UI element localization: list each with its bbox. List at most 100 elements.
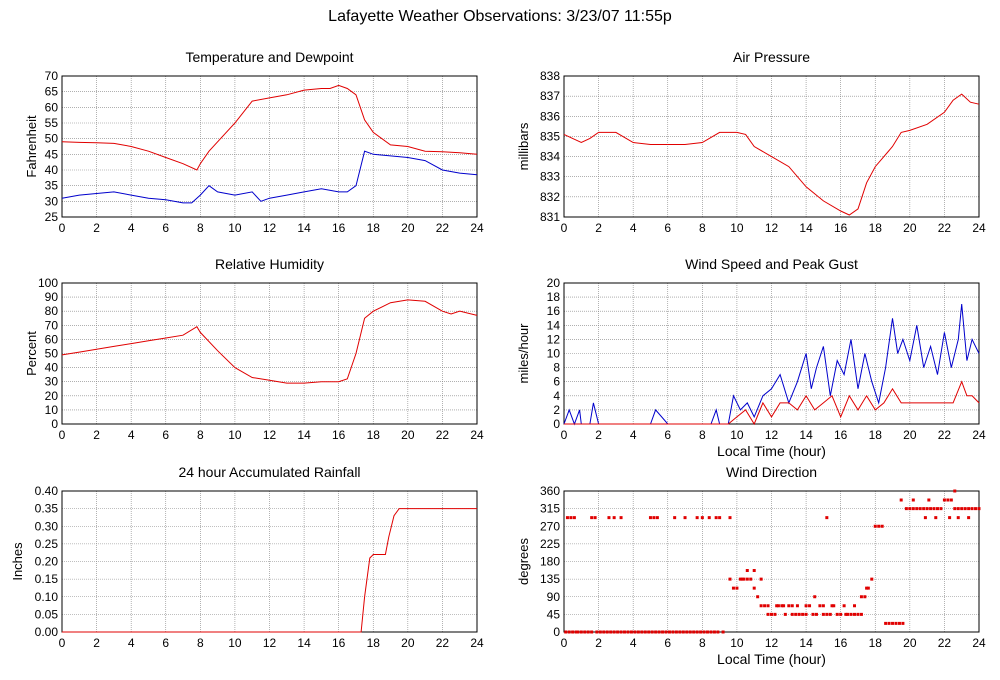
data-point xyxy=(946,498,950,502)
data-point xyxy=(616,630,620,634)
series-line-red xyxy=(61,84,478,171)
y-axis-label: millibars xyxy=(516,122,531,170)
data-point xyxy=(681,630,685,634)
x-tick-label: 4 xyxy=(630,636,637,650)
y-axis-label: miles/hour xyxy=(516,323,531,384)
data-point xyxy=(828,612,832,616)
data-point xyxy=(749,577,753,581)
data-point xyxy=(929,507,933,511)
data-point xyxy=(671,630,675,634)
data-point xyxy=(583,630,587,634)
y-tick-label: 14 xyxy=(547,318,561,332)
data-point xyxy=(759,577,763,581)
x-tick-label: 6 xyxy=(664,221,671,235)
plot-frame xyxy=(61,75,478,218)
x-tick-label: 12 xyxy=(765,636,779,650)
data-point xyxy=(605,630,609,634)
data-point xyxy=(949,498,953,502)
data-point xyxy=(794,612,798,616)
chart-title: Wind Direction xyxy=(726,464,817,480)
chart-title: Wind Speed and Peak Gust xyxy=(685,256,858,272)
data-point xyxy=(714,516,718,520)
data-point xyxy=(811,612,815,616)
data-point xyxy=(731,586,735,590)
data-point xyxy=(706,630,710,634)
x-tick-label: 24 xyxy=(972,221,986,235)
data-point xyxy=(574,630,578,634)
data-point xyxy=(859,595,863,599)
x-tick-label: 12 xyxy=(263,221,277,235)
x-tick-label: 10 xyxy=(228,221,242,235)
data-point xyxy=(818,604,822,608)
data-point xyxy=(825,612,829,616)
x-tick-label: 2 xyxy=(93,221,100,235)
x-tick-label: 0 xyxy=(59,636,66,650)
x-tick-label: 10 xyxy=(730,221,744,235)
data-point xyxy=(590,630,594,634)
x-tick-label: 16 xyxy=(332,221,346,235)
y-tick-label: 0.10 xyxy=(35,590,59,604)
x-tick-label: 22 xyxy=(938,221,952,235)
y-tick-label: 10 xyxy=(45,403,59,417)
y-tick-label: 838 xyxy=(540,69,560,83)
data-point xyxy=(759,604,763,608)
x-tick-label: 24 xyxy=(972,636,986,650)
x-tick-label: 14 xyxy=(297,636,311,650)
x-tick-label: 18 xyxy=(869,428,883,442)
x-tick-label: 12 xyxy=(765,221,779,235)
data-point xyxy=(657,630,661,634)
data-point xyxy=(695,516,699,520)
x-tick-label: 20 xyxy=(903,221,917,235)
x-tick-label: 4 xyxy=(128,636,135,650)
y-tick-label: 10 xyxy=(547,347,561,361)
x-tick-label: 4 xyxy=(128,428,135,442)
y-tick-label: 40 xyxy=(45,361,59,375)
data-point xyxy=(923,516,927,520)
y-tick-label: 0.40 xyxy=(35,484,59,498)
y-tick-label: 45 xyxy=(45,147,59,161)
y-tick-label: 35 xyxy=(45,179,59,193)
plot-frame xyxy=(61,282,478,425)
data-point xyxy=(650,630,654,634)
data-point xyxy=(643,630,647,634)
x-tick-label: 8 xyxy=(699,636,706,650)
data-point xyxy=(738,577,742,581)
chart-title: 24 hour Accumulated Rainfall xyxy=(178,464,360,480)
data-point xyxy=(835,612,839,616)
y-tick-label: 0.15 xyxy=(35,572,59,586)
y-tick-label: 55 xyxy=(45,116,59,130)
data-point xyxy=(853,604,856,608)
y-axis-label: Fahrenheit xyxy=(24,115,39,178)
y-tick-label: 180 xyxy=(540,555,560,569)
data-point xyxy=(652,516,656,520)
x-tick-label: 10 xyxy=(730,636,744,650)
data-point xyxy=(953,489,957,493)
x-tick-label: 6 xyxy=(162,636,169,650)
x-axis-label: Local Time (hour) xyxy=(717,443,826,459)
x-tick-label: 14 xyxy=(297,221,311,235)
y-tick-label: 2 xyxy=(553,403,560,417)
data-point xyxy=(839,612,843,616)
data-point xyxy=(700,516,704,520)
data-point xyxy=(702,630,706,634)
y-tick-label: 60 xyxy=(45,332,59,346)
data-point xyxy=(776,604,780,608)
data-point xyxy=(960,507,964,511)
data-point xyxy=(865,586,869,590)
y-tick-label: 837 xyxy=(540,89,560,103)
x-tick-label: 0 xyxy=(561,428,568,442)
y-tick-label: 25 xyxy=(45,210,59,224)
x-tick-label: 16 xyxy=(834,636,848,650)
data-point xyxy=(804,612,808,616)
x-tick-label: 8 xyxy=(197,428,204,442)
data-point xyxy=(742,577,746,581)
x-tick-label: 2 xyxy=(93,428,100,442)
data-point xyxy=(699,630,703,634)
data-point xyxy=(664,630,668,634)
page-title: Lafayette Weather Observations: 3/23/07 … xyxy=(328,8,672,25)
x-tick-label: 22 xyxy=(938,428,952,442)
y-tick-label: 8 xyxy=(553,361,560,375)
